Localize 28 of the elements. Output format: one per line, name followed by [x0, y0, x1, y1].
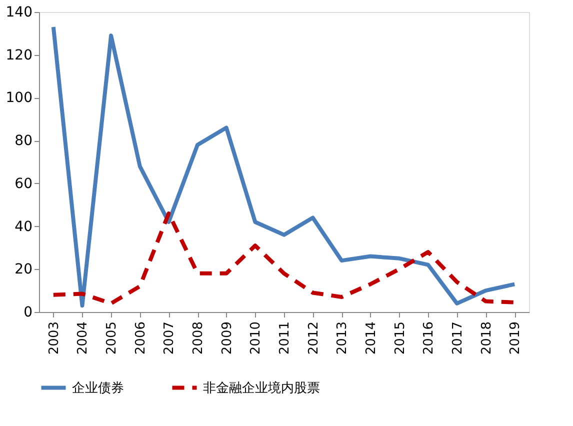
x-tick-label: 2019	[508, 322, 524, 355]
y-tick-label: 0	[24, 304, 32, 320]
x-tick-label: 2015	[392, 322, 408, 355]
x-tick-label: 2006	[133, 322, 148, 355]
x-tick-label: 2010	[248, 322, 264, 355]
x-tick-label: 2011	[278, 322, 292, 355]
x-tick-label: 2004	[76, 322, 91, 355]
y-tick-label: 60	[14, 176, 32, 192]
y-tick-label: 100	[6, 90, 32, 106]
x-tick-label: 2017	[450, 322, 466, 355]
y-tick-label: 20	[14, 262, 32, 278]
x-tick-label: 2009	[220, 322, 235, 355]
x-tick-label: 2018	[479, 322, 494, 355]
y-tick-label: 80	[14, 133, 32, 150]
x-tick-label: 2014	[364, 322, 379, 355]
legend-label: 非金融企业境内股票	[203, 380, 320, 396]
legend-label: 企业债券	[72, 380, 124, 396]
x-tick-label: 2016	[422, 322, 437, 355]
x-tick-label: 2005	[104, 322, 120, 355]
x-tick-label: 2007	[162, 322, 178, 355]
x-tick-label: 2008	[191, 322, 206, 355]
x-tick-label: 2012	[306, 322, 322, 355]
x-tick-label: 2003	[46, 322, 62, 355]
y-tick-label: 140	[6, 4, 32, 20]
x-tick-label: 2013	[335, 322, 350, 355]
y-tick-label: 40	[14, 218, 32, 235]
line-series	[51, 25, 517, 308]
y-tick-label: 120	[6, 47, 32, 64]
